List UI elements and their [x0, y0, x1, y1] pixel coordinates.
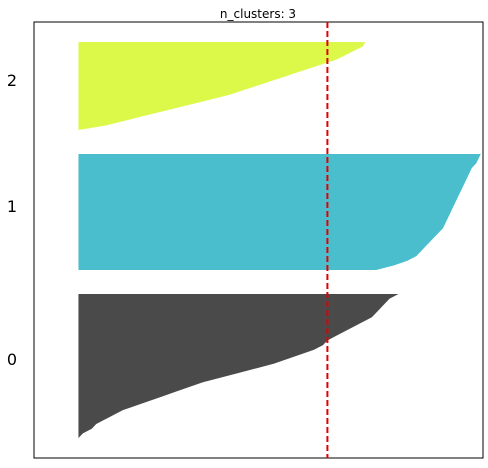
y-tick-label-1: 1 — [7, 197, 17, 216]
cluster-1-silhouette — [78, 154, 480, 270]
cluster-0-silhouette — [78, 294, 398, 438]
y-tick-label-0: 0 — [7, 350, 17, 369]
chart-title: n_clusters: 3 — [220, 7, 296, 21]
clusters-layer — [78, 42, 480, 438]
y-tick-label-2: 2 — [7, 71, 17, 90]
cluster-2-silhouette — [78, 42, 365, 130]
